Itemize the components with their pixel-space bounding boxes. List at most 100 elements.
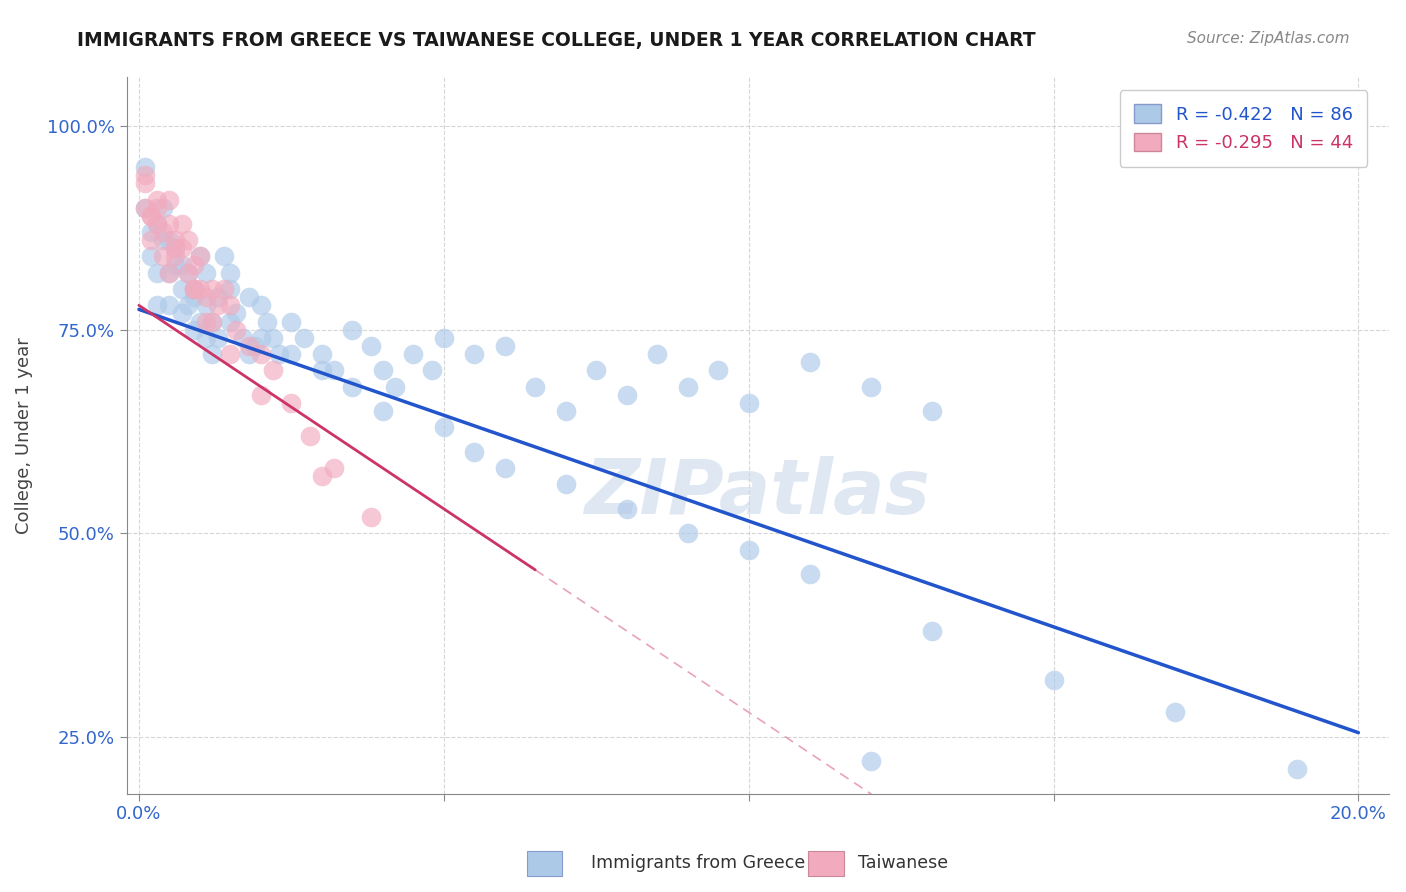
Point (157, 266, 180, 280)
Point (371, 404, 394, 418)
Point (859, 380, 882, 394)
Point (183, 282, 205, 296)
Point (342, 323, 364, 337)
Point (799, 566, 821, 581)
Point (616, 388, 638, 402)
Point (134, 168, 156, 182)
Point (176, 266, 198, 280)
Point (616, 501, 638, 516)
Point (201, 282, 224, 296)
Point (859, 754, 882, 768)
Point (139, 209, 162, 223)
Point (585, 363, 607, 377)
Point (219, 298, 242, 312)
Point (134, 160, 156, 174)
Point (292, 331, 315, 345)
Point (152, 225, 174, 239)
Point (250, 331, 273, 345)
Point (232, 331, 254, 345)
Point (463, 347, 485, 361)
Point (250, 388, 273, 402)
Point (737, 542, 759, 557)
Point (165, 233, 187, 247)
Point (165, 241, 187, 255)
Point (157, 233, 180, 247)
Point (250, 347, 273, 361)
Point (188, 282, 211, 296)
Point (433, 331, 456, 345)
Point (134, 176, 156, 190)
Point (146, 266, 169, 280)
Point (243, 339, 266, 353)
Point (165, 258, 187, 272)
Point (225, 323, 247, 337)
Point (921, 404, 943, 418)
Point (146, 298, 169, 312)
Point (176, 298, 198, 312)
Point (219, 347, 242, 361)
Point (201, 315, 224, 329)
Text: Source: ZipAtlas.com: Source: ZipAtlas.com (1187, 31, 1350, 46)
Point (554, 404, 576, 418)
Point (188, 250, 211, 264)
Point (139, 225, 162, 239)
Point (212, 250, 235, 264)
Point (152, 201, 174, 215)
Text: ZIPatlas: ZIPatlas (585, 456, 931, 530)
Point (219, 282, 242, 296)
Point (225, 306, 247, 320)
Point (152, 233, 174, 247)
Point (524, 380, 547, 394)
Point (157, 266, 180, 280)
Point (183, 290, 205, 304)
Point (207, 331, 229, 345)
Point (262, 331, 284, 345)
Point (1286, 762, 1309, 776)
Point (146, 217, 169, 231)
Point (463, 445, 485, 459)
Point (207, 298, 229, 312)
Point (280, 396, 302, 410)
Text: IMMIGRANTS FROM GREECE VS TAIWANESE COLLEGE, UNDER 1 YEAR CORRELATION CHART: IMMIGRANTS FROM GREECE VS TAIWANESE COLL… (77, 31, 1036, 50)
Point (494, 339, 516, 353)
Point (799, 355, 821, 369)
Point (707, 363, 730, 377)
Point (737, 396, 759, 410)
Point (219, 315, 242, 329)
Point (219, 266, 242, 280)
Point (170, 241, 193, 255)
Point (134, 201, 156, 215)
Point (139, 209, 162, 223)
Point (176, 233, 198, 247)
Point (170, 258, 193, 272)
Point (176, 266, 198, 280)
Point (433, 420, 456, 434)
Point (238, 339, 260, 353)
Point (262, 363, 284, 377)
Point (212, 282, 235, 296)
Point (170, 282, 193, 296)
Point (146, 217, 169, 231)
Point (194, 266, 217, 280)
Point (269, 347, 291, 361)
Point (238, 290, 260, 304)
Point (146, 201, 169, 215)
Point (183, 258, 205, 272)
Text: Taiwanese: Taiwanese (858, 855, 948, 872)
Point (157, 193, 180, 207)
Point (188, 250, 211, 264)
Point (157, 217, 180, 231)
Point (194, 331, 217, 345)
Point (554, 477, 576, 491)
Point (384, 380, 406, 394)
Point (645, 347, 668, 361)
Point (183, 282, 205, 296)
Point (238, 347, 260, 361)
Point (165, 250, 187, 264)
Point (676, 380, 699, 394)
Point (298, 428, 321, 442)
Point (402, 347, 425, 361)
Point (194, 290, 217, 304)
Point (360, 339, 382, 353)
Point (201, 315, 224, 329)
